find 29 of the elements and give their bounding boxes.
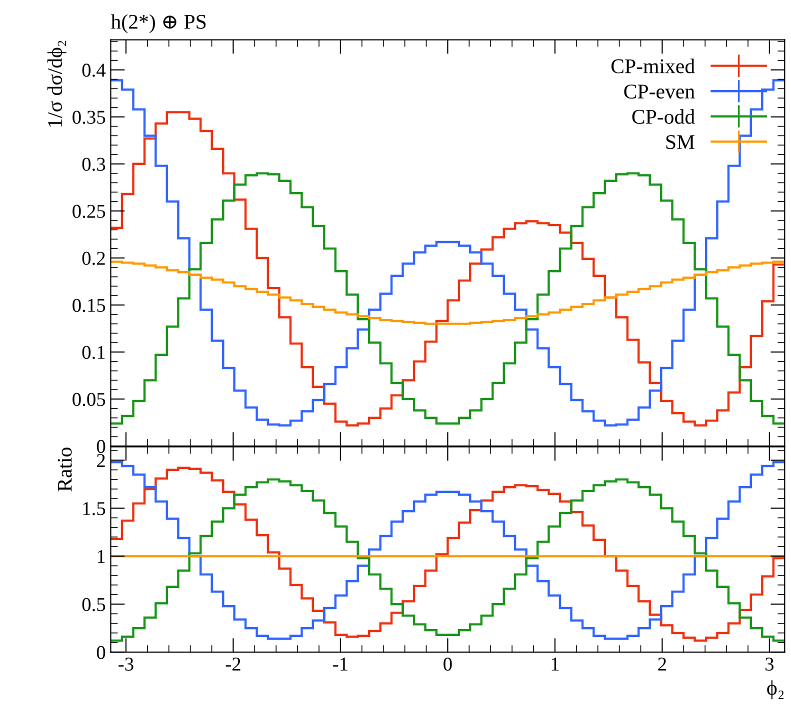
legend-label: CP-odd	[632, 109, 695, 124]
y-tick-label: 1	[98, 550, 105, 563]
x-tick-label: -1	[333, 658, 348, 670]
legend-label: CP-even	[624, 84, 695, 99]
y-tick-label: 0.2	[82, 252, 105, 265]
y-axis-title: Ratio	[58, 448, 72, 492]
legend-label: SM	[666, 135, 694, 150]
chart-title: h(2*) ⊕ PS	[110, 14, 206, 34]
y-tick-label: 2	[97, 454, 105, 467]
x-tick-label: -2	[226, 658, 240, 670]
y-tick-label: 0.05	[72, 392, 106, 406]
x-tick-label: 2	[658, 658, 666, 670]
y-tick-label: 0.1	[82, 346, 105, 360]
y-axis-title: 1/σ dσ/dϕ₂	[47, 40, 66, 127]
y-tick-label: 0.15	[72, 298, 106, 312]
y-tick-label: 0.35	[72, 110, 106, 124]
y-tick-label: 0.25	[72, 204, 106, 218]
y-tick-label: 0.4	[82, 64, 106, 77]
x-tick-label: 3	[766, 658, 774, 671]
legend-label: CP-mixed	[611, 58, 695, 74]
y-tick-label: 1.5	[83, 502, 106, 516]
x-tick-label: -3	[118, 658, 134, 671]
y-tick-label: 0	[96, 646, 106, 660]
y-tick-label: 0.5	[82, 598, 106, 612]
x-tick-label: 1	[552, 658, 559, 670]
y-tick-label: 0	[96, 440, 106, 454]
y-tick-label: 0.3	[82, 158, 106, 171]
x-axis-title: ϕ₂	[767, 680, 784, 700]
x-tick-label: 0	[444, 658, 452, 671]
